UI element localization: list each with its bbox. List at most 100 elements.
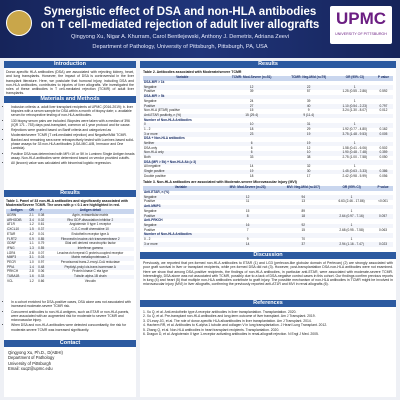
table-cell: 0.359 <box>373 151 393 156</box>
table-cell <box>373 85 393 91</box>
table-cell: 4.2 <box>29 231 34 236</box>
table-cell: 0.9 <box>27 237 36 242</box>
table-row: PPIA 1.4 0.48 Peptidyl-prolyl cis-trans iso… <box>6 265 134 270</box>
table-caption: Table 2. Antibodies associated with Mode… <box>143 70 242 74</box>
table-cell: 8 <box>218 214 277 219</box>
reference: 2. Xu Q, et al. Pre-transplant non-HLA a… <box>143 314 316 319</box>
table-cell: 1.4 <box>27 265 36 270</box>
table-row: Positive 7 15 2.68 (0.95 - 7.58) 0.063 <box>143 228 393 233</box>
table-cell: TUBA1B <box>6 274 28 280</box>
table-cell <box>373 195 393 201</box>
table-cell: 1 <box>335 122 374 128</box>
table-row: DSA only 6 12 1.58 (0.41 - 6.06) 0.502 <box>143 146 393 151</box>
table-cell <box>373 113 393 119</box>
table-cell: 1.92 (0.77 - 4.80) <box>342 126 367 131</box>
table-cell: Matrix metalloproteinase-3 <box>46 255 134 261</box>
table-cell: Negative <box>143 195 219 201</box>
table-row: All negative 14 32 1 <box>143 165 393 170</box>
logo: UPMC UNIVERSITY OF PITTSBURGH <box>330 6 392 44</box>
bullet: Concurrent antibodies to non-HLA antigen… <box>11 310 135 323</box>
table-cell: 0.33 <box>35 274 47 280</box>
bullet: Positive DSA was determined with MFI>1K … <box>11 152 135 160</box>
table-cell: DSA + Non-HLA antibodies <box>144 136 185 141</box>
table-cell: 12 <box>218 195 277 201</box>
table-cell: 0.08 <box>38 213 45 218</box>
table-cell: 33 <box>249 155 254 160</box>
table-cell: 1 <box>350 236 353 241</box>
section-heading: Results <box>140 61 396 68</box>
table-cell: 18 <box>249 126 254 131</box>
section-heading: Contact <box>4 340 136 347</box>
table-cell <box>330 232 374 238</box>
logo-subtext: UNIVERSITY OF PITTSBURGH <box>335 32 387 36</box>
table-row: Negative 12 94 1 <box>143 195 393 201</box>
table-cell: 0.162 <box>379 126 388 131</box>
column-header: OR (95% CI) <box>330 186 374 191</box>
table-cell: 1.6 <box>27 274 36 280</box>
table-row: Non-HLA (ETAR) positive 15 9 3.24 (1.30 - 8… <box>143 108 393 114</box>
table-row: LGR4 2.6 0.07 Leucine-rich repeat G protein… <box>6 251 134 256</box>
table-cell: 0.66 <box>38 278 45 283</box>
table-cell: 0.02 <box>35 218 47 224</box>
table-cell: Double positive <box>144 173 166 178</box>
table-cell <box>335 160 374 166</box>
table-cell: Negative <box>144 208 157 213</box>
table-row: 3 or more 23 19 3.75 (1.48 - 9.53) 0.005 <box>143 132 393 137</box>
table-cell <box>221 94 282 100</box>
contact-line: Email: xuq2@upmc.edu <box>8 366 53 372</box>
table-cell: PPIA <box>6 265 28 270</box>
contact-line: University of Pittsburgh <box>8 360 52 366</box>
table-row: Positive 27 40 1.10 (0.54 - 2.23) 0.797 <box>143 104 393 109</box>
table-row: VCL 1.2 0.66 Vinculin <box>6 279 134 284</box>
table-cell <box>373 223 393 229</box>
table-cell: 19 <box>281 141 336 147</box>
table-cell: 0.97 <box>38 259 45 264</box>
table-cell: 7 <box>246 227 249 232</box>
table-cell: 0.057 <box>373 214 393 219</box>
table-row: Number of Non-HLA Antibodies <box>143 118 393 123</box>
column-header: Antigen detail <box>46 209 134 214</box>
table-cell: Neither <box>143 141 222 147</box>
table-cell: CXCL10 <box>6 227 28 233</box>
header-row: Variable TCMR: Mod-Severe (n=51) TCMR: Neg… <box>143 76 393 81</box>
results-list: In a cohort enriched for DSA-positive ca… <box>6 300 135 333</box>
table-cell: 40 <box>281 104 336 109</box>
table-cell: Protein kinase C eta type <box>72 269 109 274</box>
table-cell: 0.797 <box>373 104 393 109</box>
table-cell: 0.050 <box>379 155 388 160</box>
table-3: Variable MVI: Mod-Severe (n=23) MVI: Neg-M… <box>143 186 393 247</box>
table-cell: 10 <box>281 151 336 156</box>
table-cell: All negative <box>144 164 161 169</box>
table-row: Anti-ETAR positivity, n (%) 15 (29.4) 9 (1… <box>143 113 393 119</box>
table-row: Anti-MMP3 <box>143 204 393 210</box>
table-row: PRKCH 2.8 0.06 Protein kinase C eta type <box>6 270 134 275</box>
table-cell: 0.056 <box>379 173 388 178</box>
table-row: FLRT2 0.9 0.85 Fibronectin leucine-rich tra… <box>6 237 134 242</box>
table-cell: 19 <box>281 132 336 137</box>
column-header: P <box>35 209 47 214</box>
table-cell: 1.58 (0.41 - 6.06) <box>342 145 367 150</box>
table-cell: 0.502 <box>379 145 388 150</box>
table-cell: LGR4 <box>7 250 16 255</box>
table-cell: 1.10 (0.54 - 2.23) <box>335 104 374 109</box>
table-cell <box>373 232 393 238</box>
table-cell: 39 <box>306 98 311 103</box>
table-cell: 9 (11.4) <box>281 113 336 119</box>
table-row: AT1R 1.2 0.61 Angiotensin II type 1 recepto… <box>6 223 134 228</box>
bullet: When DSA and non-HLA antibodies were det… <box>11 323 135 331</box>
header-row: Antigen OR P Antigen detail <box>6 209 134 214</box>
contact-line: Qingyong Xu, Ph.D., D(ABHI) <box>8 350 63 355</box>
table-cell: 6 <box>221 141 282 147</box>
table-cell: 2.8 <box>29 269 34 274</box>
table-cell <box>335 94 374 100</box>
table-cell: 1.2 <box>29 222 34 227</box>
table-cell: 31 <box>281 122 336 128</box>
table-cell: 94 <box>276 195 331 201</box>
table-cell: Vinculin <box>84 278 96 283</box>
bullet: All (known) value was calculated with bi… <box>11 161 135 165</box>
table-row: Negative 15 89 1 <box>143 209 393 214</box>
table-cell: Peptidyl-prolyl cis-trans isomerase A <box>46 265 134 270</box>
table-row: GDNF 1.1 0.79 Glial cell derived neurotroph… <box>6 241 134 247</box>
table-row: DSA-MFI > 5k <box>143 94 393 100</box>
column-header: MVI: Mod-Severe (n=23) <box>218 186 277 191</box>
